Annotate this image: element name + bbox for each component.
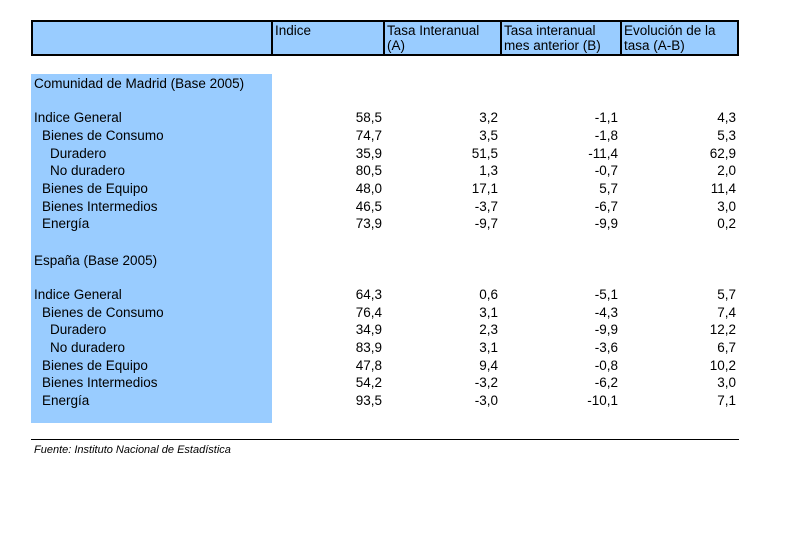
cell-indice: 64,3 <box>355 287 382 302</box>
cell-indice: 34,9 <box>355 322 382 337</box>
table-row: Duradero 34,9 2,3 -9,9 12,2 <box>0 322 793 339</box>
cell-evolucion: 7,1 <box>717 393 736 408</box>
cell-tasa-b: -11,4 <box>588 146 618 161</box>
row-label: Duradero <box>50 322 107 337</box>
header-cell-tasa-mes-anterior: Tasa interanual mes anterior (B) <box>500 20 622 56</box>
cell-tasa-a: 0,6 <box>479 287 498 302</box>
row-label: No duradero <box>50 163 126 178</box>
table-row: Indice General 58,5 3,2 -1,1 4,3 <box>0 110 793 127</box>
cell-tasa-b: -1,8 <box>594 128 618 143</box>
header-cell-blank <box>31 20 273 56</box>
row-label: Bienes de Consumo <box>42 305 164 320</box>
row-label: Bienes Intermedios <box>42 375 158 390</box>
row-label: Bienes de Consumo <box>42 128 164 143</box>
cell-evolucion: 10,2 <box>709 358 736 373</box>
cell-indice: 46,5 <box>355 199 382 214</box>
cell-indice: 73,9 <box>355 216 382 231</box>
cell-tasa-a: 1,3 <box>479 163 498 178</box>
row-label: Energía <box>42 393 90 408</box>
cell-tasa-b: -0,8 <box>594 358 618 373</box>
cell-indice: 74,7 <box>355 128 382 143</box>
cell-tasa-a: 3,2 <box>479 110 498 125</box>
cell-tasa-b: -9,9 <box>594 216 618 231</box>
table-row: Bienes Intermedios 46,5 -3,7 -6,7 3,0 <box>0 199 793 216</box>
cell-tasa-b: -1,1 <box>594 110 618 125</box>
row-label: Indice General <box>34 110 122 125</box>
table-row: Duradero 35,9 51,5 -11,4 62,9 <box>0 146 793 163</box>
cell-tasa-b: -0,7 <box>594 163 618 178</box>
row-label: Bienes Intermedios <box>42 199 158 214</box>
section-title-espana: España (Base 2005) <box>34 253 158 268</box>
cell-indice: 93,5 <box>355 393 382 408</box>
cell-tasa-a: 9,4 <box>479 358 498 373</box>
label-column-background <box>31 74 272 423</box>
cell-evolucion: 62,9 <box>709 146 736 161</box>
row-label: No duradero <box>50 340 126 355</box>
cell-tasa-b: 5,7 <box>599 181 618 196</box>
table-row: Indice General 64,3 0,6 -5,1 5,7 <box>0 287 793 304</box>
header-cell-evolucion: Evolución de la tasa (A-B) <box>620 20 739 56</box>
source-note: Fuente: Instituto Nacional de Estadístic… <box>34 444 231 456</box>
table-row: Bienes Intermedios 54,2 -3,2 -6,2 3,0 <box>0 375 793 392</box>
cell-evolucion: 3,0 <box>717 375 736 390</box>
section-title-madrid: Comunidad de Madrid (Base 2005) <box>34 76 245 91</box>
cell-indice: 54,2 <box>355 375 382 390</box>
cell-tasa-b: -6,7 <box>594 199 618 214</box>
table-row: Bienes de Consumo 74,7 3,5 -1,8 5,3 <box>0 128 793 145</box>
table-row: Bienes de Consumo 76,4 3,1 -4,3 7,4 <box>0 305 793 322</box>
cell-evolucion: 11,4 <box>710 181 736 196</box>
table-row: Bienes de Equipo 48,0 17,1 5,7 11,4 <box>0 181 793 198</box>
cell-evolucion: 2,0 <box>717 163 736 178</box>
cell-tasa-a: 2,3 <box>479 322 498 337</box>
cell-evolucion: 0,2 <box>717 216 736 231</box>
table-row: No duradero 80,5 1,3 -0,7 2,0 <box>0 163 793 180</box>
cell-tasa-a: -3,7 <box>474 199 498 214</box>
row-label: Energía <box>42 216 90 231</box>
cell-tasa-a: -3,0 <box>474 393 498 408</box>
header-cell-indice: Indice <box>271 20 385 56</box>
cell-evolucion: 7,4 <box>717 305 736 320</box>
cell-tasa-b: -9,9 <box>594 322 618 337</box>
cell-tasa-a: -9,7 <box>474 216 498 231</box>
cell-tasa-a: 17,1 <box>471 181 498 196</box>
cell-evolucion: 3,0 <box>717 199 736 214</box>
row-label: Duradero <box>50 146 107 161</box>
table-bottom-rule <box>31 439 739 440</box>
cell-indice: 47,8 <box>355 358 382 373</box>
cell-evolucion: 4,3 <box>717 110 736 125</box>
cell-tasa-b: -10,1 <box>587 393 618 408</box>
cell-evolucion: 5,7 <box>717 287 736 302</box>
cell-tasa-b: -6,2 <box>594 375 618 390</box>
cell-evolucion: 5,3 <box>717 128 736 143</box>
cell-indice: 58,5 <box>355 110 382 125</box>
cell-evolucion: 6,7 <box>717 340 736 355</box>
cell-tasa-a: 3,1 <box>479 305 498 320</box>
row-label: Bienes de Equipo <box>42 358 148 373</box>
cell-tasa-a: 3,5 <box>479 128 498 143</box>
cell-tasa-a: 3,1 <box>479 340 498 355</box>
cell-indice: 76,4 <box>355 305 382 320</box>
cell-tasa-b: -4,3 <box>594 305 618 320</box>
table-row: Energía 93,5 -3,0 -10,1 7,1 <box>0 393 793 410</box>
cell-tasa-b: -5,1 <box>594 287 618 302</box>
cell-indice: 83,9 <box>355 340 382 355</box>
table-row: Bienes de Equipo 47,8 9,4 -0,8 10,2 <box>0 358 793 375</box>
row-label: Indice General <box>34 287 122 302</box>
cell-tasa-a: -3,2 <box>474 375 498 390</box>
table-row: No duradero 83,9 3,1 -3,6 6,7 <box>0 340 793 357</box>
cell-indice: 35,9 <box>355 146 382 161</box>
cell-indice: 48,0 <box>355 181 382 196</box>
row-label: Bienes de Equipo <box>42 181 148 196</box>
table-row: Energía 73,9 -9,7 -9,9 0,2 <box>0 216 793 233</box>
cell-tasa-b: -3,6 <box>594 340 618 355</box>
cell-tasa-a: 51,5 <box>471 146 498 161</box>
cell-evolucion: 12,2 <box>709 322 736 337</box>
header-cell-tasa-interanual: Tasa Interanual (A) <box>383 20 502 56</box>
cell-indice: 80,5 <box>355 163 382 178</box>
